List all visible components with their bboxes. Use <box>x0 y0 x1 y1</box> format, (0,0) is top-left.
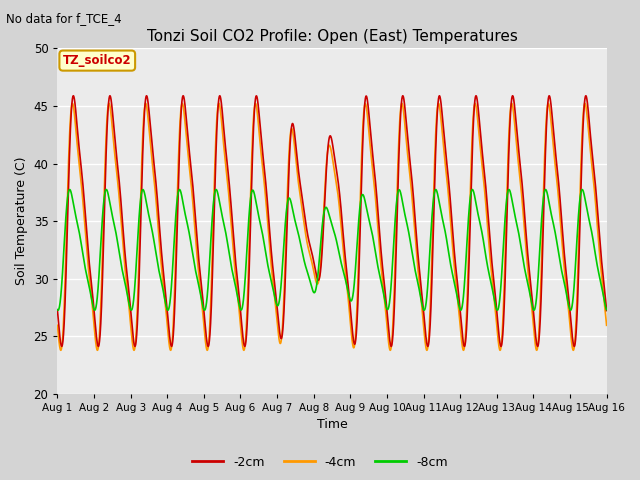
-8cm <box>54 307 61 312</box>
-2cm <box>463 313 471 319</box>
-2cm <box>497 344 505 349</box>
-8cm <box>127 307 135 313</box>
-4cm <box>264 218 271 224</box>
-2cm <box>383 306 390 312</box>
-2cm <box>54 308 61 313</box>
-8cm <box>264 261 271 266</box>
-2cm <box>545 93 553 99</box>
-4cm <box>383 323 391 329</box>
Line: -4cm: -4cm <box>58 103 607 350</box>
-8cm <box>383 306 391 312</box>
-8cm <box>506 187 513 192</box>
-2cm <box>154 194 161 200</box>
-4cm <box>506 126 513 132</box>
-2cm <box>264 197 271 203</box>
Title: Tonzi Soil CO2 Profile: Open (East) Temperatures: Tonzi Soil CO2 Profile: Open (East) Temp… <box>147 29 518 44</box>
Line: -8cm: -8cm <box>58 190 607 310</box>
-4cm <box>463 288 471 294</box>
-8cm <box>175 187 183 192</box>
-2cm <box>505 144 513 150</box>
-4cm <box>179 100 186 106</box>
-4cm <box>411 229 419 235</box>
Y-axis label: Soil Temperature (C): Soil Temperature (C) <box>15 157 28 285</box>
-8cm <box>603 307 611 312</box>
-2cm <box>603 308 611 313</box>
-8cm <box>463 232 471 238</box>
Text: No data for f_TCE_4: No data for f_TCE_4 <box>6 12 122 25</box>
-8cm <box>154 259 161 264</box>
Line: -2cm: -2cm <box>58 96 607 347</box>
X-axis label: Time: Time <box>317 419 348 432</box>
Legend: -2cm, -4cm, -8cm: -2cm, -4cm, -8cm <box>187 451 453 474</box>
Text: TZ_soilco2: TZ_soilco2 <box>63 54 132 67</box>
-4cm <box>603 323 611 328</box>
-8cm <box>411 265 419 271</box>
-2cm <box>411 208 419 214</box>
-4cm <box>54 323 61 328</box>
-4cm <box>130 348 138 353</box>
-4cm <box>154 213 161 219</box>
